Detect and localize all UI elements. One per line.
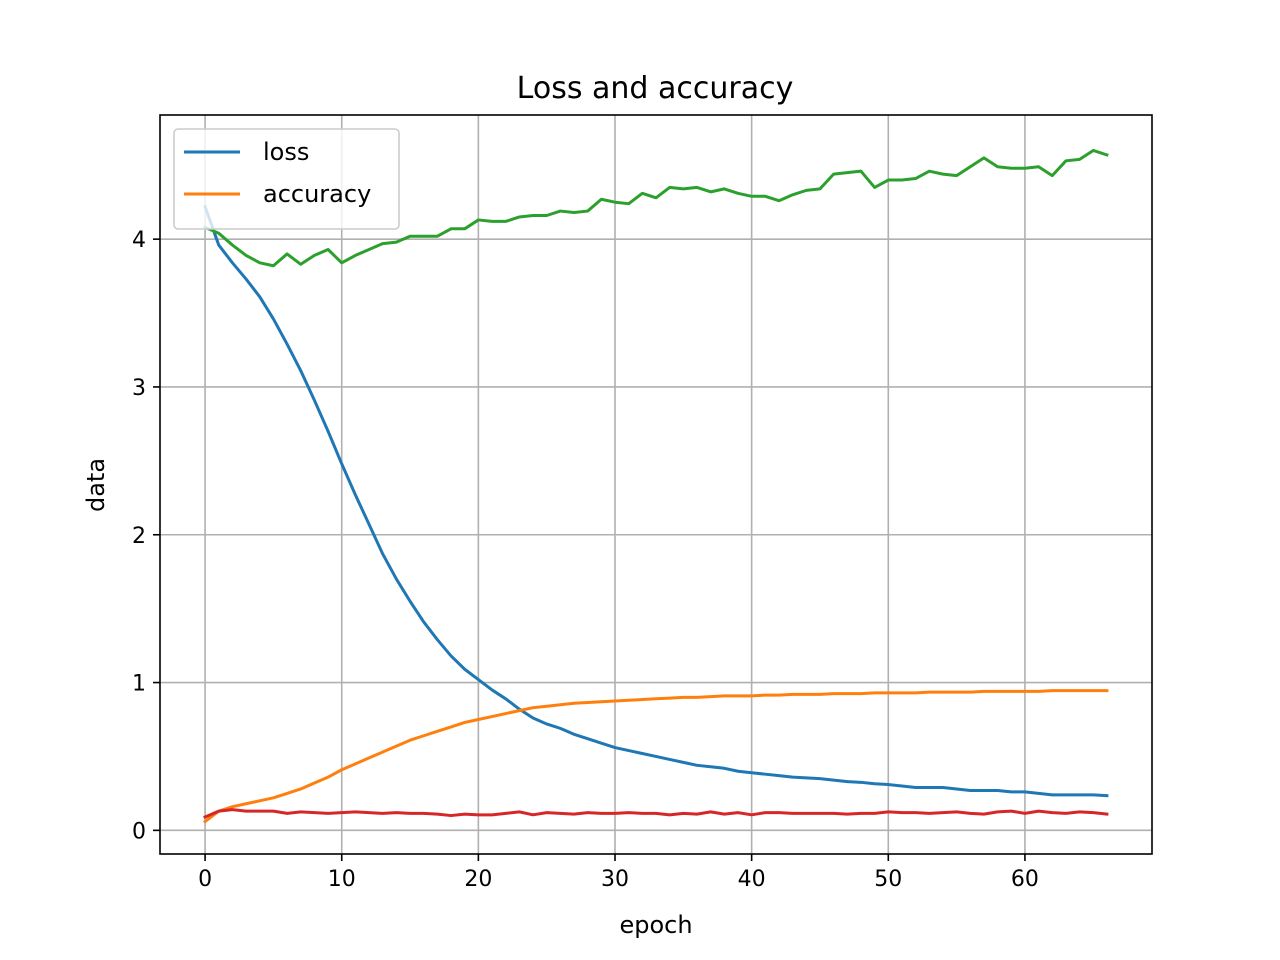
series-lines <box>202 148 1109 824</box>
y-tick-label: 4 <box>132 228 146 253</box>
y-axis-ticks: 0 1 2 3 4 <box>132 228 160 844</box>
x-tick-label: 60 <box>1011 867 1039 892</box>
y-tick-label: 1 <box>132 672 146 697</box>
x-tick-label: 40 <box>738 867 766 892</box>
plot-frame <box>159 114 1153 855</box>
x-tick-label: 20 <box>464 867 492 892</box>
grid <box>160 115 1152 854</box>
chart-title: Loss and accuracy <box>517 71 794 106</box>
x-tick-label: 50 <box>874 867 902 892</box>
x-axis-ticks: 0 10 20 30 40 50 60 <box>198 854 1039 892</box>
series-line-3 <box>203 148 1109 268</box>
legend-label-loss: loss <box>263 138 309 166</box>
x-axis-label: epoch <box>619 911 692 939</box>
x-tick-label: 10 <box>328 867 356 892</box>
y-axis-label: data <box>82 458 110 512</box>
series-line-loss <box>203 204 1109 798</box>
y-tick-label: 0 <box>132 819 146 844</box>
legend: loss accuracy <box>173 128 400 230</box>
series-line-4 <box>203 808 1109 820</box>
x-tick-label: 30 <box>601 867 629 892</box>
y-tick-label: 3 <box>132 376 146 401</box>
x-tick-label: 0 <box>198 867 212 892</box>
y-tick-label: 2 <box>132 524 146 549</box>
legend-box <box>173 128 400 230</box>
series-line-accuracy <box>202 689 1109 824</box>
legend-label-accuracy: accuracy <box>263 180 371 208</box>
